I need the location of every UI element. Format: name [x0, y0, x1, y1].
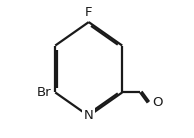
Text: N: N	[84, 109, 94, 122]
Text: Br: Br	[36, 86, 51, 99]
Text: O: O	[152, 96, 163, 109]
Text: F: F	[85, 6, 93, 19]
